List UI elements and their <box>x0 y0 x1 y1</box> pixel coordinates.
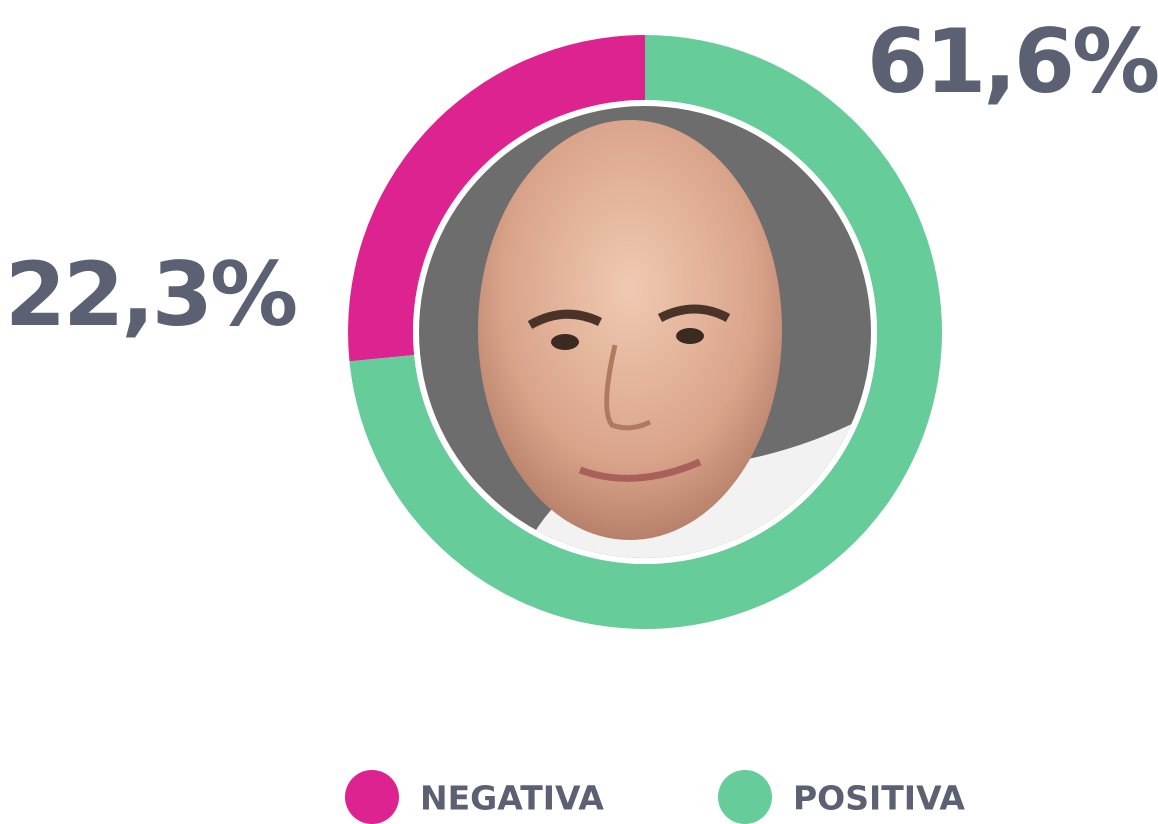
legend-label: POSITIVA <box>793 779 965 818</box>
value-label: 61,6% <box>867 10 1158 113</box>
value-label: 22,3% <box>5 243 296 346</box>
legend-label: NEGATIVA <box>420 779 604 818</box>
legend-swatch <box>718 770 772 824</box>
portrait-photo <box>419 106 871 558</box>
portrait <box>413 100 877 564</box>
donut-segment <box>348 34 645 362</box>
legend: NEGATIVA POSITIVA <box>345 770 965 824</box>
legend-swatch <box>345 770 399 824</box>
donut <box>348 34 943 629</box>
